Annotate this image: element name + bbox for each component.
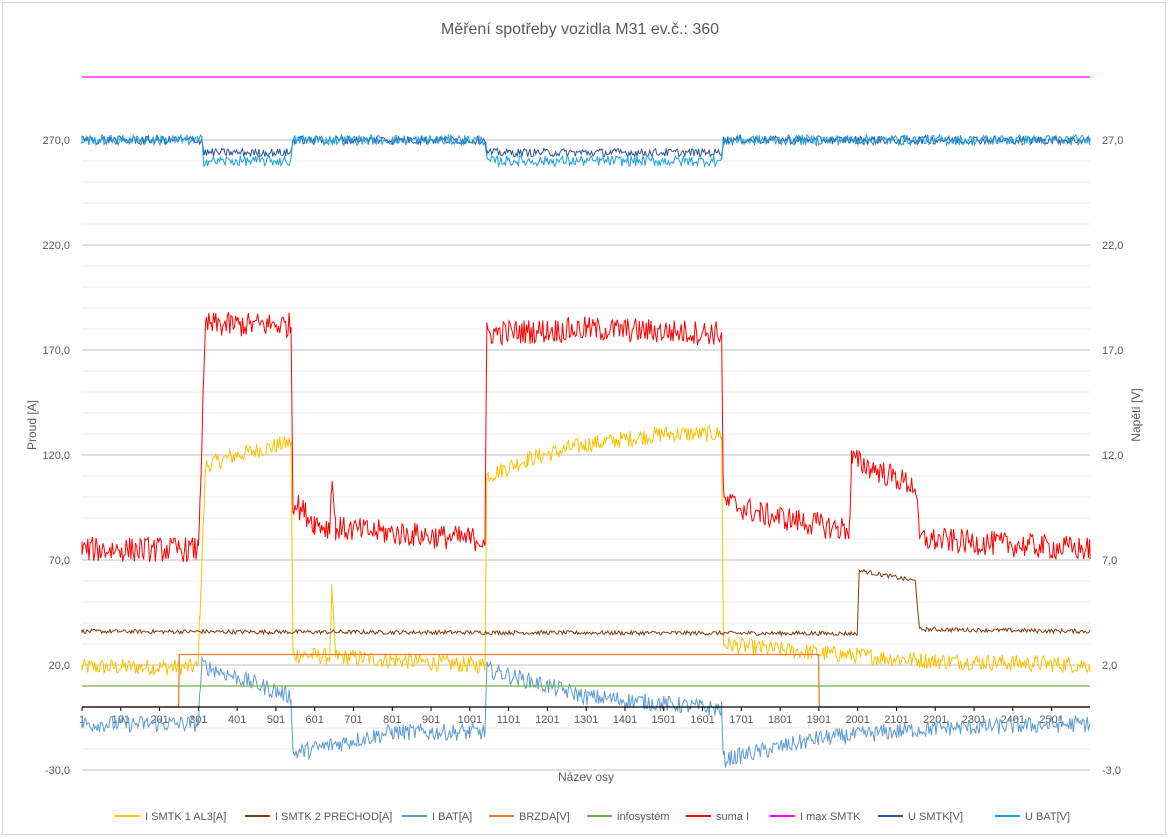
legend-label: I SMTK 2 PRECHOD[A] [275,811,392,823]
x-tick-label: 701 [344,714,362,726]
x-tick-label: 1401 [613,714,637,726]
x-tick-label: 1501 [652,714,676,726]
y-left-tick-label: 270,0 [42,135,70,147]
y-right-axis-label: Napětí [V] [1129,388,1143,441]
x-tick-label: 601 [306,714,324,726]
x-tick-label: 1901 [807,714,831,726]
y-left-tick-label: 120,0 [42,450,70,462]
y-left-ticks: -30,0 20,0 70,0 120,0 170,0 220,0 270,0 [42,135,70,777]
series-line-9 [81,133,1091,169]
legend: I SMTK 1 AL3[A] I SMTK 2 PRECHOD[A] I BAT[… [115,811,1070,823]
x-tick-label: 1801 [768,714,792,726]
x-tick-label: 2101 [884,714,908,726]
legend-label: infosystém [617,811,670,823]
legend-label: U SMTK[V] [908,811,963,823]
y-left-tick-label: 170,0 [42,345,70,357]
legend-label: I max SMTK [800,811,861,823]
series-lines [81,76,1091,768]
y-right-tick-label: 7,0 [1102,555,1117,567]
y-left-tick-label: 20,0 [49,660,70,672]
y-right-tick-label: 2,0 [1102,660,1117,672]
legend-label: I BAT[A] [432,811,472,823]
x-tick-label: 1701 [729,714,753,726]
series-line-6 [81,312,1091,563]
y-right-tick-label: 27,0 [1102,135,1123,147]
x-tick-label: 901 [422,714,440,726]
x-tick-label: 1201 [535,714,559,726]
series-line-1 [81,424,1091,676]
y-right-ticks: -3,0 2,0 7,0 12,0 17,0 22,0 27,0 [1102,135,1123,777]
legend-label: U BAT[V] [1025,811,1070,823]
y-right-tick-label: -3,0 [1102,765,1121,777]
x-tick-label: 2201 [923,714,947,726]
x-ticks: 1 101 201 301 401 501 601 701 801 901 1001 1101 1201… [79,707,1064,726]
y-left-tick-label: 220,0 [42,240,70,252]
x-tick-label: 2401 [1001,714,1025,726]
chart-title: Měření spotřeby vozidla M31 ev.č.: 360 [441,21,719,38]
x-tick-label: 1301 [574,714,598,726]
x-tick-label: 501 [267,714,285,726]
x-tick-label: 1101 [497,714,521,726]
series-line-3 [81,656,1091,768]
x-tick-label: 801 [383,714,401,726]
x-tick-label: 1 [79,714,85,726]
y-left-tick-label: -30,0 [45,765,70,777]
x-tick-label: 401 [228,714,246,726]
y-right-tick-label: 17,0 [1102,345,1123,357]
y-right-tick-label: 12,0 [1102,450,1123,462]
x-tick-label: 1001 [458,714,482,726]
legend-label: BRZDA[V] [519,811,570,823]
x-tick-label: 2001 [845,714,869,726]
y-right-tick-label: 22,0 [1102,240,1123,252]
x-tick-label: 1601 [690,714,714,726]
x-axis-label: Název osy [558,770,614,784]
legend-label: suma I [716,811,749,823]
series-line-2 [81,568,1091,638]
y-left-tick-label: 70,0 [49,555,70,567]
x-tick-label: 201 [150,714,168,726]
y-left-axis-label: Proud [A] [25,400,39,450]
gridlines [82,139,1090,771]
legend-label: I SMTK 1 AL3[A] [145,811,226,823]
series-line-8 [81,134,1091,159]
